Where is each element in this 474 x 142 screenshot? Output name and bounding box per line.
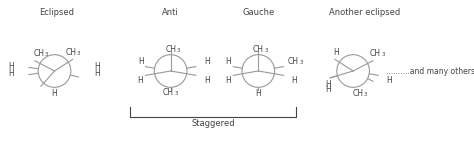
- Text: 3: 3: [77, 51, 80, 56]
- Text: H: H: [325, 84, 331, 94]
- Text: Anti: Anti: [162, 8, 179, 17]
- Text: 3: 3: [300, 60, 303, 65]
- Text: CH: CH: [33, 49, 44, 58]
- Text: H: H: [386, 76, 392, 85]
- Text: Another eclipsed: Another eclipsed: [329, 8, 401, 17]
- Text: Gauche: Gauche: [242, 8, 274, 17]
- Text: H: H: [325, 80, 331, 89]
- Text: 3: 3: [382, 52, 385, 57]
- Text: H: H: [94, 69, 100, 78]
- Text: H: H: [8, 69, 14, 78]
- Text: H: H: [204, 57, 210, 66]
- Text: H: H: [226, 57, 231, 66]
- Text: 3: 3: [177, 48, 180, 54]
- Text: H: H: [138, 57, 144, 66]
- Text: H: H: [204, 76, 210, 85]
- Text: Eclipsed: Eclipsed: [39, 8, 74, 17]
- Text: H: H: [226, 76, 231, 85]
- Text: CH: CH: [370, 49, 381, 58]
- Text: H: H: [292, 76, 298, 85]
- Text: 3: 3: [264, 48, 268, 53]
- Text: CH: CH: [65, 48, 76, 57]
- Text: ..........and many others: ..........and many others: [386, 66, 474, 76]
- Text: Staggered: Staggered: [191, 119, 235, 128]
- Text: H: H: [94, 62, 100, 71]
- Text: 3: 3: [364, 92, 367, 97]
- Text: 3: 3: [45, 52, 48, 57]
- Text: H: H: [8, 62, 14, 71]
- Text: H: H: [137, 76, 143, 85]
- Text: CH: CH: [288, 57, 299, 66]
- Text: CH: CH: [253, 45, 264, 54]
- Text: H: H: [52, 89, 57, 98]
- Text: H: H: [255, 88, 261, 98]
- Text: CH: CH: [352, 88, 364, 98]
- Text: 3: 3: [174, 91, 178, 96]
- Text: CH: CH: [163, 88, 174, 97]
- Text: H: H: [333, 48, 339, 57]
- Text: CH: CH: [165, 45, 176, 54]
